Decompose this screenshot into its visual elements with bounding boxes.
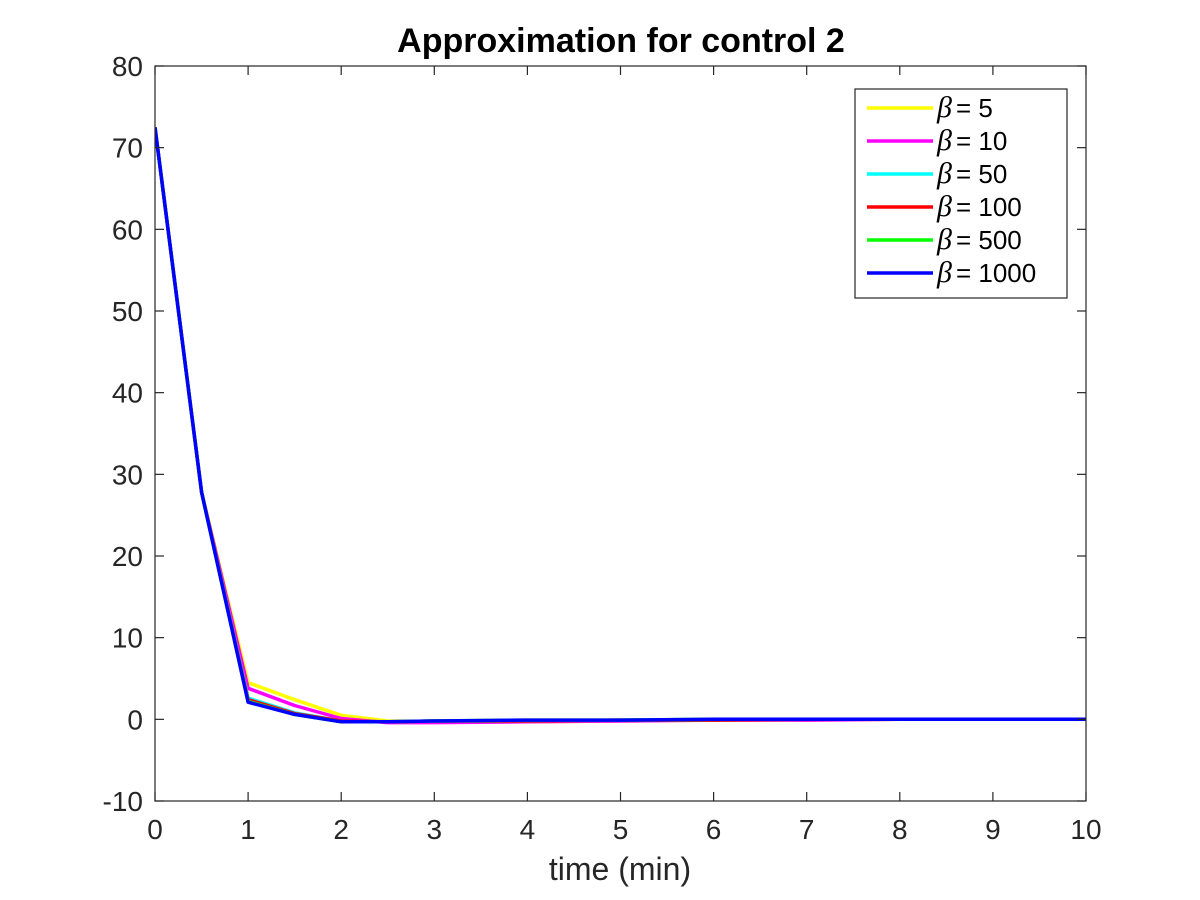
y-tick-label: 10 — [112, 623, 143, 654]
x-tick-label: 0 — [147, 814, 163, 845]
legend-label-1: β = 5 — [936, 91, 993, 124]
chart-title: Approximation for control 2 — [397, 22, 845, 60]
legend-beta-value: = 5 — [956, 93, 993, 123]
y-tick-label: 0 — [127, 704, 143, 735]
legend-beta-symbol: β — [936, 223, 952, 256]
x-tick-label: 7 — [799, 814, 815, 845]
legend-beta-symbol: β — [936, 190, 952, 223]
x-tick-label: 9 — [985, 814, 1001, 845]
y-tick-label: -10 — [103, 786, 143, 817]
legend-label-4: β = 100 — [936, 190, 1022, 223]
legend-label-6: β = 1000 — [936, 256, 1036, 289]
legend-beta-value: = 500 — [956, 225, 1022, 255]
legend-beta-value: = 10 — [956, 126, 1007, 156]
y-tick-label: 80 — [112, 51, 143, 82]
legend-beta-symbol: β — [936, 157, 952, 190]
legend-label-5: β = 500 — [936, 223, 1022, 256]
legend-beta-value: = 1000 — [956, 258, 1036, 288]
x-tick-label: 6 — [706, 814, 722, 845]
series-group — [155, 127, 1086, 725]
legend-label-2: β = 10 — [936, 124, 1007, 157]
y-tick-label: 30 — [112, 459, 143, 490]
y-tick-label: 70 — [112, 133, 143, 164]
y-tick-label: 60 — [112, 214, 143, 245]
series-line-6 — [155, 127, 1086, 724]
legend-box — [854, 88, 1068, 299]
x-tick-label: 2 — [333, 814, 349, 845]
legend-beta-symbol: β — [936, 124, 952, 157]
y-tick-label: 20 — [112, 541, 143, 572]
y-tick-label: 40 — [112, 378, 143, 409]
x-tick-label: 4 — [520, 814, 536, 845]
legend-label-3: β = 50 — [936, 157, 1007, 190]
legend-beta-symbol: β — [936, 91, 952, 124]
legend-beta-value: = 100 — [956, 192, 1022, 222]
x-tick-label: 1 — [240, 814, 256, 845]
y-tick-label: 50 — [112, 296, 143, 327]
x-tick-label: 5 — [613, 814, 629, 845]
x-tick-label: 3 — [427, 814, 443, 845]
x-tick-label: 8 — [892, 814, 908, 845]
x-tick-label: 10 — [1070, 814, 1101, 845]
x-axis-title: time (min) — [549, 851, 691, 887]
legend-beta-symbol: β — [936, 256, 952, 289]
legend-beta-value: = 50 — [956, 159, 1007, 189]
